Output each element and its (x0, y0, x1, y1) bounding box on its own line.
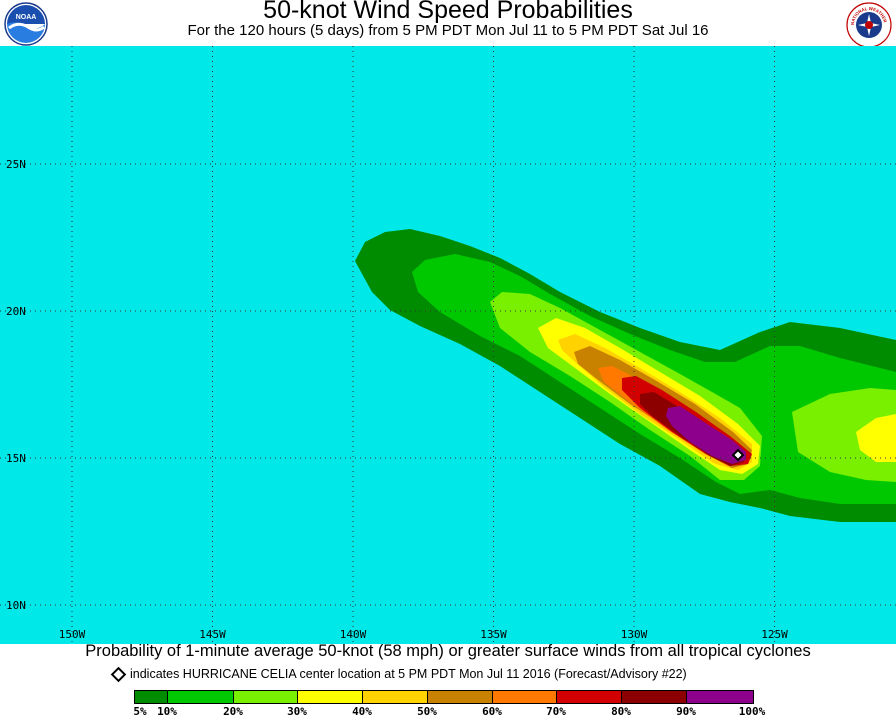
colorbar-label: 30% (287, 705, 307, 718)
map-caption: Probability of 1-minute average 50-knot … (85, 642, 811, 660)
longitude-label: 125W (761, 628, 788, 641)
colorbar-label: 50% (417, 705, 437, 718)
noaa-logo-text: NOAA (16, 14, 37, 21)
colorbar-label: 40% (352, 705, 372, 718)
storm-center-marker (731, 448, 745, 462)
longitude-label: 135W (480, 628, 507, 641)
colorbar-label: 90% (676, 705, 696, 718)
colorbar-label: 70% (546, 705, 566, 718)
colorbar-label: 80% (611, 705, 631, 718)
latitude-label: 10N (6, 599, 26, 612)
longitude-label: 140W (340, 628, 367, 641)
nws-logo: NATIONAL WEATHER SERVICE (844, 0, 892, 48)
header: NOAA 50-knot Wind Speed Probabilities Fo… (0, 0, 896, 48)
page-subtitle: For the 120 hours (5 days) from 5 PM PDT… (187, 22, 709, 39)
colorbar-swatch (493, 691, 557, 703)
legend-note-text: indicates HURRICANE CELIA center locatio… (130, 667, 687, 681)
colorbar-swatch (622, 691, 687, 703)
latitude-label: 25N (6, 158, 26, 171)
storm-marker-legend-icon (110, 666, 127, 682)
colorbar-swatch (234, 691, 298, 703)
longitude-label: 145W (199, 628, 226, 641)
probability-band-30 (538, 318, 896, 474)
legend-note: indicates HURRICANE CELIA center locatio… (110, 666, 687, 682)
longitude-labels: 150W 145W 140W 135W 130W 125W (59, 628, 788, 641)
colorbar-swatch (168, 691, 234, 703)
longitude-label: 130W (621, 628, 648, 641)
probability-band-90 (666, 406, 746, 464)
colorbar-label: 100% (738, 705, 766, 718)
noaa-logo: NOAA (4, 2, 48, 46)
colorbar-swatch (363, 691, 428, 703)
colorbar-label: 60% (482, 705, 502, 718)
latitude-labels: 25N 20N 15N 10N (6, 158, 26, 612)
colorbar-swatch (687, 691, 753, 703)
colorbar-swatch (298, 691, 363, 703)
colorbar-label: 5% (133, 705, 147, 718)
page-title: 50-knot Wind Speed Probabilities (263, 0, 633, 24)
longitude-label: 150W (59, 628, 86, 641)
latitude-label: 20N (6, 305, 26, 318)
footer: Probability of 1-minute average 50-knot … (0, 642, 896, 718)
colorbar (134, 690, 754, 704)
colorbar-swatch (557, 691, 622, 703)
colorbar-label: 20% (223, 705, 243, 718)
colorbar-label: 10% (157, 705, 177, 718)
colorbar-swatch (135, 691, 168, 703)
colorbar-swatch (428, 691, 493, 703)
latitude-label: 15N (6, 452, 26, 465)
probability-map: 25N 20N 15N 10N 150W 145W 140W 135W 130W 125W (0, 46, 896, 644)
